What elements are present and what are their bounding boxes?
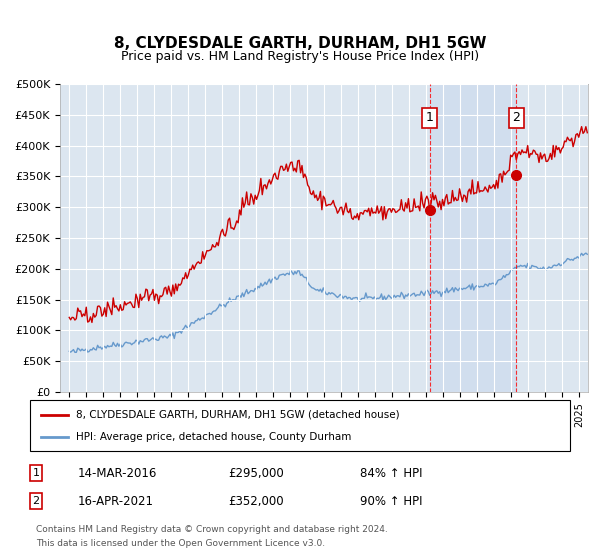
- Text: £352,000: £352,000: [228, 494, 284, 508]
- Text: 16-APR-2021: 16-APR-2021: [78, 494, 154, 508]
- Text: £295,000: £295,000: [228, 466, 284, 480]
- Text: 1: 1: [32, 468, 40, 478]
- Text: 90% ↑ HPI: 90% ↑ HPI: [360, 494, 422, 508]
- Text: HPI: Average price, detached house, County Durham: HPI: Average price, detached house, Coun…: [76, 432, 351, 442]
- Text: 8, CLYDESDALE GARTH, DURHAM, DH1 5GW: 8, CLYDESDALE GARTH, DURHAM, DH1 5GW: [114, 36, 486, 52]
- Text: 8, CLYDESDALE GARTH, DURHAM, DH1 5GW (detached house): 8, CLYDESDALE GARTH, DURHAM, DH1 5GW (de…: [76, 409, 400, 419]
- FancyBboxPatch shape: [30, 400, 570, 451]
- Text: 2: 2: [512, 111, 520, 124]
- Text: 84% ↑ HPI: 84% ↑ HPI: [360, 466, 422, 480]
- Text: Price paid vs. HM Land Registry's House Price Index (HPI): Price paid vs. HM Land Registry's House …: [121, 50, 479, 63]
- Text: Contains HM Land Registry data © Crown copyright and database right 2024.: Contains HM Land Registry data © Crown c…: [36, 525, 388, 534]
- Text: 2: 2: [32, 496, 40, 506]
- Bar: [430, 84, 517, 392]
- Text: 1: 1: [425, 111, 434, 124]
- Text: 14-MAR-2016: 14-MAR-2016: [78, 466, 157, 480]
- Text: This data is licensed under the Open Government Licence v3.0.: This data is licensed under the Open Gov…: [36, 539, 325, 548]
